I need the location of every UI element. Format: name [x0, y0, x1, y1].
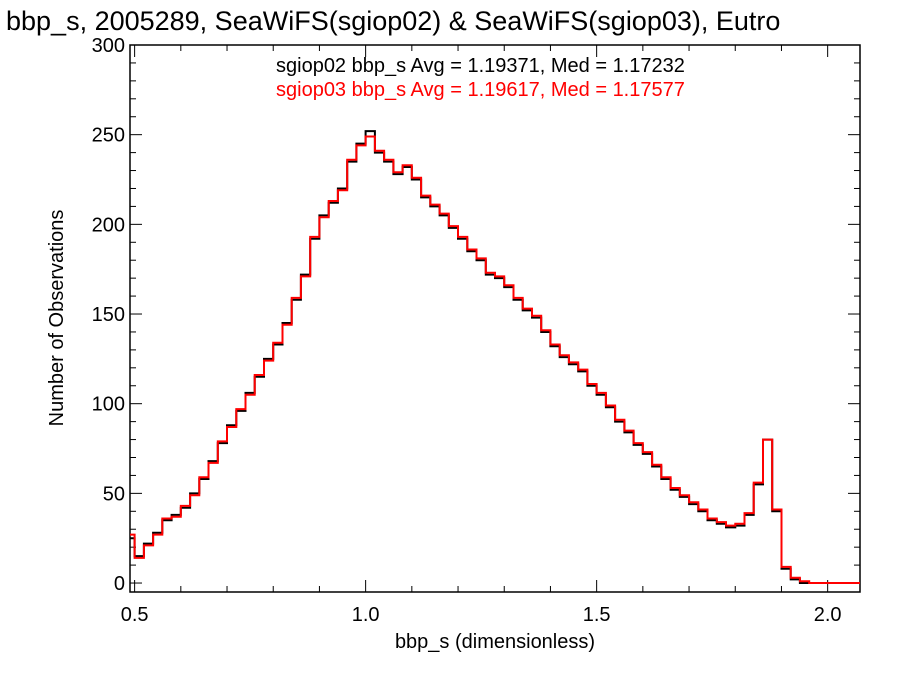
stats-sgiop03: sgiop03 bbp_s Avg = 1.19617, Med = 1.175…	[276, 79, 685, 101]
stats-sgiop02: sgiop02 bbp_s Avg = 1.19371, Med = 1.172…	[276, 55, 685, 77]
y-tick-label: 150	[92, 304, 125, 326]
x-tick-label: 1.0	[352, 604, 380, 626]
y-tick-label: 100	[92, 394, 125, 416]
y-tick-label: 50	[103, 483, 125, 505]
x-axis-label: bbp_s (dimensionless)	[395, 631, 595, 653]
y-tick-label: 250	[92, 125, 125, 147]
axis-ticks: 0.5 1.0 1.5 2.0 0 50 100 150 200 250 300	[92, 35, 860, 626]
y-tick-label: 300	[92, 35, 125, 57]
x-tick-label: 2.0	[814, 604, 842, 626]
x-tick-label: 0.5	[121, 604, 149, 626]
y-tick-label: 200	[92, 214, 125, 236]
series-sgiop02-line	[130, 130, 860, 584]
x-tick-label: 1.5	[583, 604, 611, 626]
series-sgiop03-line	[130, 135, 860, 584]
chart-title: bbp_s, 2005289, SeaWiFS(sgiop02) & SeaWi…	[6, 6, 780, 36]
series-group	[130, 130, 860, 584]
plot-frame	[129, 44, 861, 593]
y-axis-label: Number of Observations	[46, 210, 68, 427]
y-tick-label: 0	[114, 573, 125, 595]
